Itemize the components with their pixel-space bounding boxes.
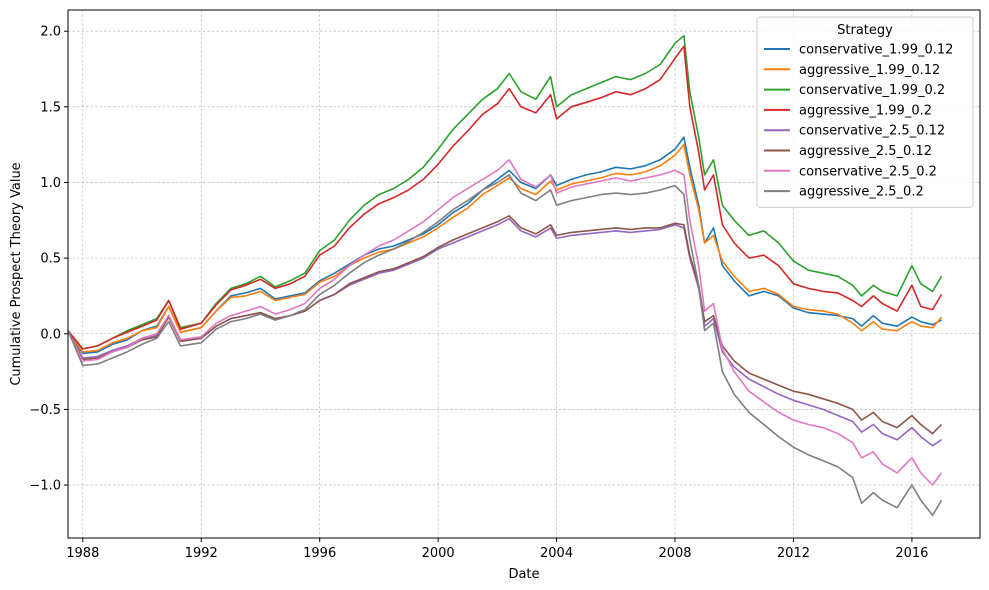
y-tick-label: −1.0 <box>29 479 61 494</box>
x-tick-label: 1988 <box>66 546 99 561</box>
series-line-aggressive_2.5_0.2 <box>67 174 943 517</box>
axis-ticks: 1988 1992 1996 2000 2004 2008 2012 2016 −1.0 −0.5… <box>29 25 928 561</box>
y-tick-label: 2.0 <box>40 25 61 40</box>
legend-entry-label: conservative_2.5_0.2 <box>799 164 937 179</box>
legend-entry-label: conservative_1.99_0.2 <box>799 83 945 98</box>
y-tick-label: 1.0 <box>40 176 61 191</box>
legend-entry-label: aggressive_1.99_0.2 <box>799 103 932 118</box>
legend-entry-label: aggressive_2.5_0.12 <box>799 144 932 159</box>
y-tick-label: 1.5 <box>40 100 61 115</box>
plot-frame <box>67 9 981 539</box>
x-tick-label: 1992 <box>185 546 218 561</box>
x-tick-label: 2000 <box>422 546 455 561</box>
legend-entry-label: aggressive_2.5_0.2 <box>799 185 924 200</box>
x-tick-label: 2004 <box>540 546 573 561</box>
x-axis-label: Date <box>508 567 539 582</box>
series-line-aggressive_1.99_0.12 <box>67 143 943 353</box>
y-tick-label: 0.5 <box>40 252 61 267</box>
series-lines <box>67 34 943 517</box>
series-line-aggressive_2.5_0.12 <box>67 215 943 435</box>
legend-entry-label: conservative_2.5_0.12 <box>799 124 945 139</box>
series-line-conservative_2.5_0.12 <box>67 218 942 447</box>
x-tick-label: 2012 <box>777 546 810 561</box>
legend-title: Strategy <box>837 23 893 38</box>
x-tick-label: 1996 <box>303 546 336 561</box>
y-tick-label: 0.0 <box>40 327 61 342</box>
legend-box <box>756 16 974 208</box>
series-line-conservative_1.99_0.2 <box>67 34 943 350</box>
legend: Strategy conservative_1.99_0.12 aggressiv… <box>756 16 974 208</box>
y-axis-label: Cumulative Prospect Theory Value <box>9 162 24 385</box>
legend-entry-label: conservative_1.99_0.12 <box>799 43 953 58</box>
x-tick-label: 2008 <box>658 546 691 561</box>
series-line-aggressive_1.99_0.2 <box>67 45 943 350</box>
y-tick-label: −0.5 <box>29 403 61 418</box>
series-line-conservative_2.5_0.2 <box>67 159 943 486</box>
x-tick-label: 2016 <box>895 546 928 561</box>
legend-entry-label: aggressive_1.99_0.12 <box>799 63 940 78</box>
